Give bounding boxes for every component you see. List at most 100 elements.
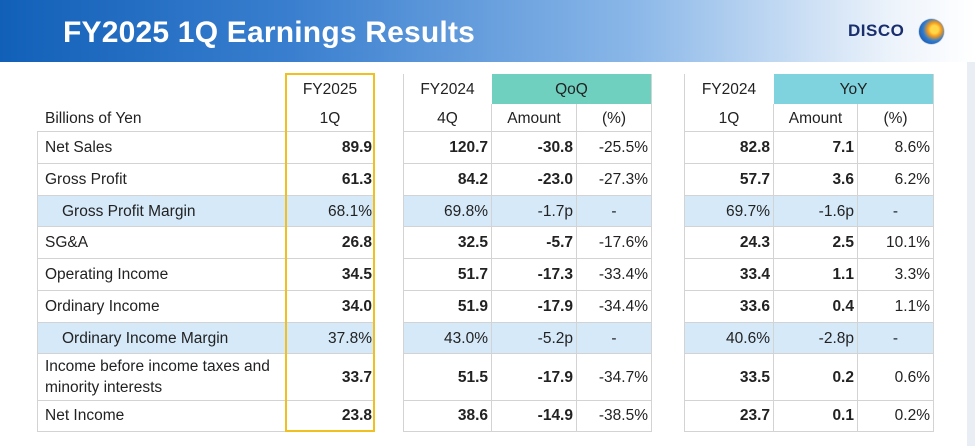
row-label: SG&A: [45, 234, 89, 251]
title-banner: FY2025 1Q Earnings Results DISCO: [0, 0, 975, 62]
row-line: [684, 163, 933, 164]
yoy-group-header: YoY: [839, 81, 868, 98]
qoq-amount: -17.9: [537, 298, 573, 315]
qoq-percent: -38.5%: [598, 407, 648, 424]
row-line: [37, 226, 375, 227]
qoq-amount: -17.9: [537, 369, 573, 386]
border-yoy-right: [933, 74, 934, 432]
row-line: [37, 431, 375, 432]
qoq-percent: -: [611, 330, 617, 347]
prev-year-value: 40.6%: [726, 330, 770, 347]
row-line: [403, 322, 651, 323]
qoq-percent: -34.4%: [598, 298, 648, 315]
row-line: [403, 258, 651, 259]
row-line: [684, 195, 933, 196]
yoy-percent: -: [892, 330, 899, 347]
border-yoy-pct: [857, 104, 858, 432]
row-line: [37, 400, 375, 401]
row-label: Gross Profit: [45, 171, 127, 188]
yoy-amount: 0.4: [832, 298, 854, 315]
prev-quarter-value: 120.7: [449, 139, 488, 156]
unit-label: Billions of Yen: [45, 110, 142, 127]
current-value: 33.7: [341, 369, 372, 386]
qoq-amount: -14.9: [537, 407, 573, 424]
row-label-line2: minority interests: [45, 379, 163, 396]
yoy-amount: 0.1: [832, 407, 854, 424]
right-edge-panel: [967, 62, 975, 446]
row-label: Net Sales: [45, 139, 113, 156]
row-line: [37, 195, 375, 196]
disco-logo-globe-icon: [919, 19, 944, 44]
col-fy2025-quarter: 1Q: [319, 110, 341, 127]
prev-year-value: 23.7: [739, 407, 770, 424]
qoq-percent: -33.4%: [598, 266, 648, 283]
prev-year-value: 24.3: [739, 234, 770, 251]
disco-logo-text: DISCO: [848, 21, 905, 40]
prev-quarter-value: 69.8%: [444, 203, 488, 220]
border-qoq-right: [651, 74, 652, 432]
border-qoq-mid: [491, 104, 492, 432]
current-value: 34.0: [341, 298, 372, 315]
prev-quarter-value: 38.6: [457, 407, 488, 424]
border-qoq-left: [403, 74, 404, 432]
qoq-percent: -: [611, 203, 617, 220]
prev-year-value: 33.6: [739, 298, 770, 315]
col-prevy-quarter: 1Q: [718, 110, 740, 127]
qoq-amount: -1.7p: [537, 203, 573, 220]
row-highlight-ordinary-margin: [37, 322, 374, 353]
row-line: [403, 290, 651, 291]
row-line: [684, 322, 933, 323]
yoy-amount-header: Amount: [788, 110, 843, 127]
row-highlight-gross-margin: [37, 195, 374, 226]
yoy-percent: 0.6%: [894, 369, 930, 386]
prev-quarter-value: 51.9: [457, 298, 488, 315]
prev-quarter-value: 51.7: [457, 266, 488, 283]
page-title: FY2025 1Q Earnings Results: [63, 16, 476, 49]
prev-year-value: 33.4: [739, 266, 770, 283]
prev-quarter-value: 84.2: [457, 171, 488, 188]
row-highlight-gross-margin-qoq: [403, 195, 651, 226]
row-label: Gross Profit Margin: [62, 203, 196, 220]
row-line: [684, 290, 933, 291]
row-highlight-gross-margin-yoy: [684, 195, 933, 226]
current-value: 34.5: [341, 266, 372, 283]
row-line: [403, 131, 651, 132]
yoy-amount: 0.2: [832, 369, 854, 386]
prev-quarter-value: 51.5: [457, 369, 488, 386]
prev-year-value: 57.7: [739, 171, 770, 188]
prev-quarter-value: 32.5: [457, 234, 488, 251]
row-label: Ordinary Income: [45, 298, 160, 315]
yoy-amount: 7.1: [832, 139, 854, 156]
yoy-percent: 3.3%: [894, 266, 930, 283]
yoy-header-band: [774, 74, 933, 104]
row-line: [684, 400, 933, 401]
current-value: 89.9: [341, 139, 372, 156]
current-value: 68.1%: [328, 203, 372, 220]
current-period-highlight-box: [285, 73, 375, 432]
prev-year-value: 33.5: [739, 369, 770, 386]
row-line: [684, 131, 933, 132]
row-highlight-ordinary-margin-qoq: [403, 322, 651, 353]
yoy-amount: -2.8p: [818, 330, 854, 347]
qoq-amount: -30.8: [537, 139, 573, 156]
yoy-amount: 2.5: [832, 234, 854, 251]
row-label: Net Income: [45, 407, 125, 424]
row-line: [684, 258, 933, 259]
row-line: [37, 131, 375, 132]
row-line: [684, 353, 933, 354]
border-yoy-left: [684, 74, 685, 432]
row-label-line1: Income before income taxes and: [45, 358, 270, 375]
prev-year-value: 82.8: [739, 139, 770, 156]
row-line: [37, 290, 375, 291]
yoy-percent: -: [892, 203, 899, 220]
row-line: [403, 226, 651, 227]
current-value: 23.8: [341, 407, 372, 424]
prev-year-value: 69.7%: [726, 203, 770, 220]
row-line: [403, 400, 651, 401]
current-value: 61.3: [341, 171, 372, 188]
yoy-amount: 3.6: [832, 171, 854, 188]
qoq-amount: -17.3: [537, 266, 573, 283]
current-value: 37.8%: [328, 330, 372, 347]
yoy-percent: 1.1%: [894, 298, 930, 315]
row-line: [37, 353, 375, 354]
